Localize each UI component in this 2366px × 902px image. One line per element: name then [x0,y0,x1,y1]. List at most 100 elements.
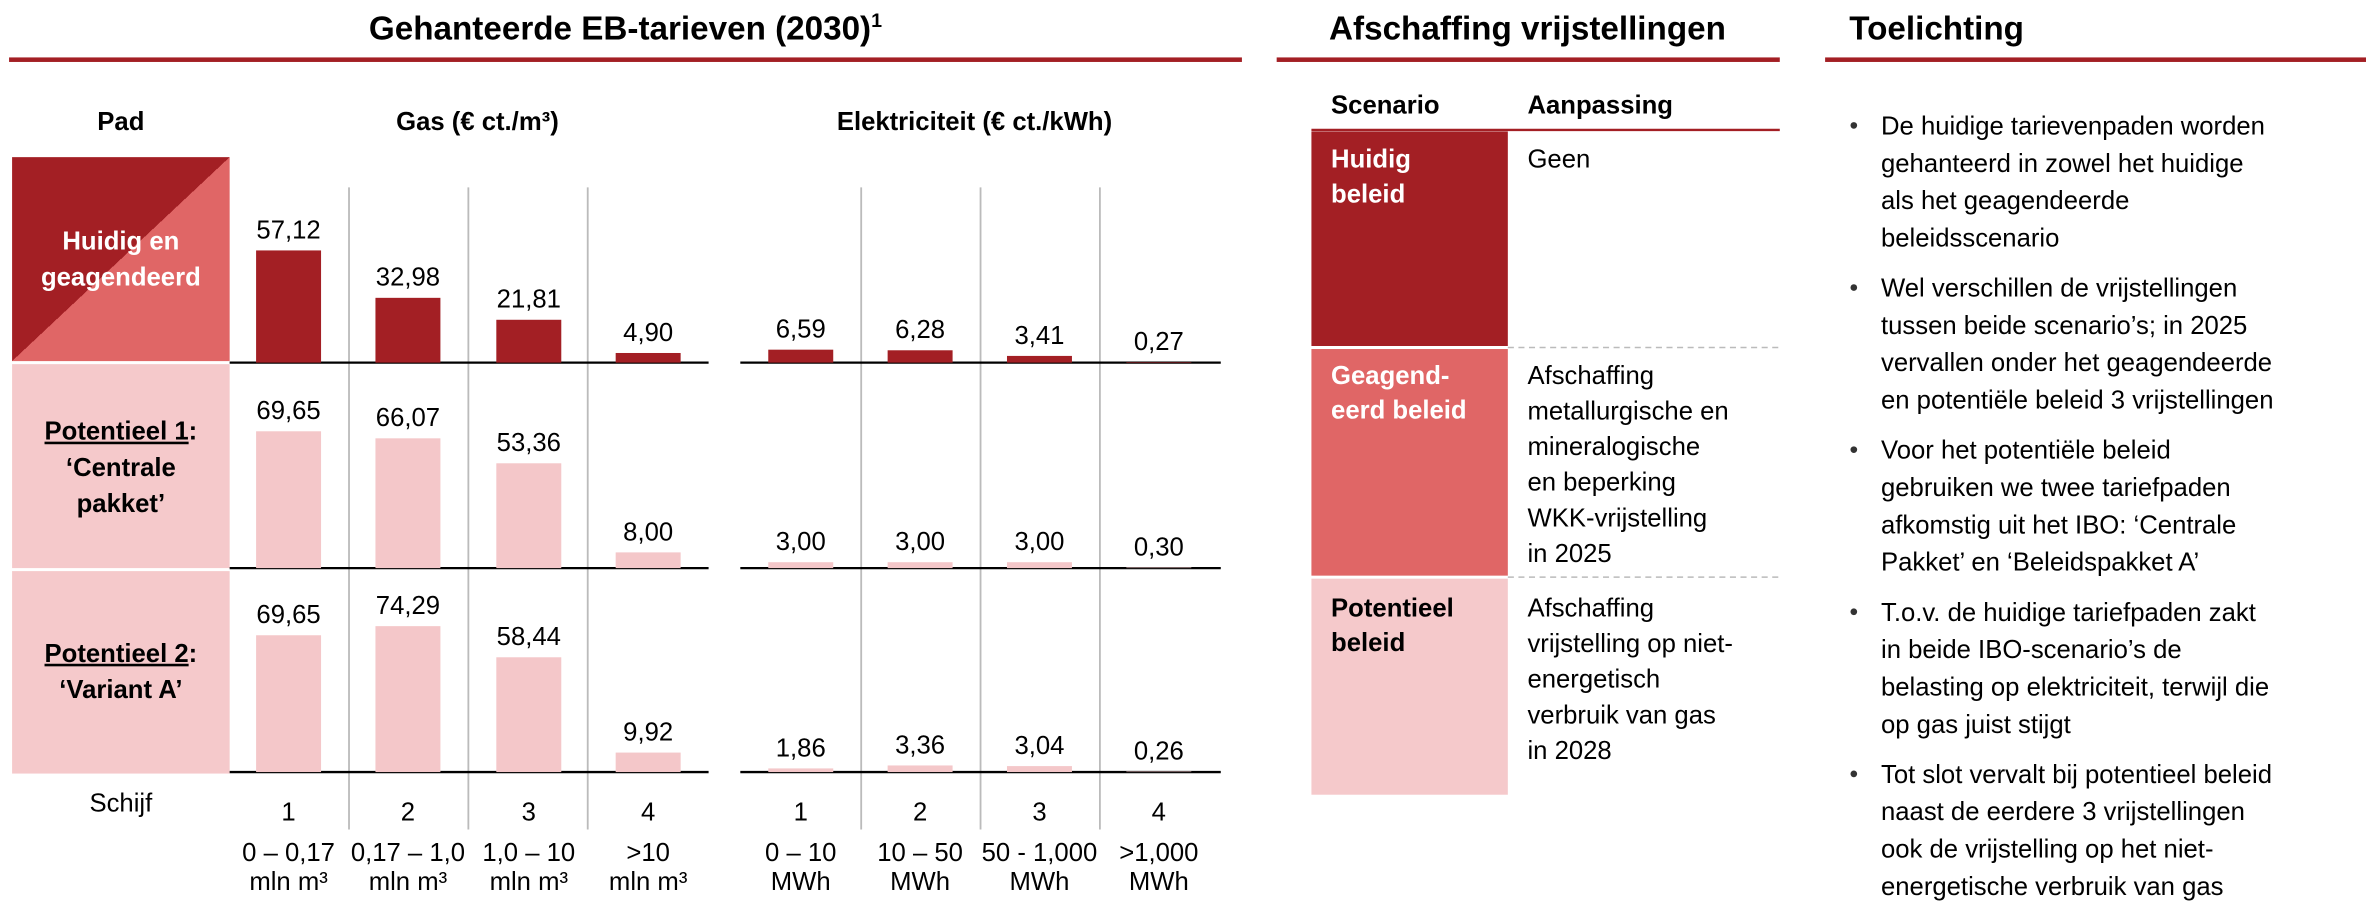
scenario: Potentieel [1331,594,1454,622]
bullet [1850,446,1858,453]
value-label: 0,26 [1134,737,1184,765]
scenario-cell [1311,578,1508,795]
bar [615,752,681,773]
change: WKK-vrijstelling [1527,504,1707,532]
tier-range: >1,000 [1119,839,1198,867]
value-label: 58,44 [497,623,561,651]
tier: 4 [641,798,655,826]
note-line: belasting op elektriciteit, terwijl die [1881,673,2269,701]
value-label: 3,00 [895,528,945,556]
title: Toelichting [1849,10,2024,47]
value-label: 3,04 [1014,732,1064,760]
tier-range: MWh [890,868,950,896]
bar [375,626,441,773]
row-label: geagendeerd [41,264,201,292]
note-line: vervallen onder het geagendeerde [1881,349,2272,377]
tier-range: 50 - 1,000 [982,839,1098,867]
tier: 3 [522,798,536,826]
table-header: Scenario [1331,91,1439,119]
bar [496,657,562,773]
value-label: 74,29 [376,592,440,620]
value-label: 3,00 [776,528,826,556]
note-line: en potentiële beleid 3 vrijstellingen [1881,387,2273,415]
tier: 4 [1152,798,1166,826]
bar [768,349,834,363]
bar [1006,766,1072,773]
row-label: ‘Variant A’ [59,676,182,704]
tier-range: 1,0 – 10 [482,839,575,867]
value-label: 69,65 [256,397,320,425]
title-rule [1825,57,2366,62]
change: Afschaffing [1527,594,1654,622]
title-text: Gehanteerde EB-tarieven (2030) [369,10,871,47]
bullet [1850,770,1858,778]
note-line: naast de eerdere 3 vrijstellingen [1881,798,2245,826]
tier-range: 0 – 10 [765,839,836,867]
tier-range: 10 – 50 [877,839,963,867]
value-label: 53,36 [497,429,561,457]
bar [1006,562,1072,569]
header: Gas (€ ct./m³) [396,108,559,136]
change: in 2028 [1527,737,1611,765]
bar [887,350,953,363]
note-line: Pakket’ en ‘Beleidspakket A’ [1881,549,2199,577]
tier: 2 [913,798,927,826]
note-line: energetische verbruik van gas [1881,873,2223,901]
change: in 2025 [1527,540,1611,568]
scenario: beleid [1331,180,1405,208]
change: mineralogische [1527,433,1700,461]
change: Afschaffing [1527,362,1654,390]
bar [496,319,562,363]
note-line: afkomstig uit het IBO: ‘Centrale [1881,511,2236,539]
value-label: 3,41 [1014,322,1064,350]
bar [615,352,681,363]
title: Gehanteerde EB-tarieven (2030)1 [369,10,882,47]
row-label-bg [12,571,230,774]
row-label-suffix: : [189,640,198,668]
bar [1126,362,1192,363]
value-label: 6,28 [895,316,945,344]
tier-range: 0,17 – 1,0 [351,839,465,867]
scenario-cell [1311,131,1508,346]
note-line: op gas juist stijgt [1881,711,2071,739]
bullet [1850,608,1858,616]
scenario: Huidig [1331,146,1411,174]
tier-label: Schijf [89,789,153,817]
value-label: 21,81 [497,286,561,314]
bar [375,297,441,363]
tier: 1 [794,798,808,826]
title-rule [9,57,1242,62]
value-label: 0,27 [1134,328,1184,356]
bar [1126,771,1192,773]
bar [887,562,953,569]
value-label: 1,86 [776,734,826,762]
tier-range: 0 – 0,17 [242,839,335,867]
note-line: Wel verschillen de vrijstellingen [1881,275,2237,303]
note-line: gebruiken we twee tariefpaden [1881,474,2231,502]
change: metallurgische en [1527,397,1728,425]
change: verbruik van gas [1527,701,1715,729]
bullet [1850,122,1858,129]
bar [887,765,953,773]
row-label: ‘Centrale [66,454,176,482]
value-label: 9,92 [623,718,673,746]
tier-range: mln m³ [490,868,569,896]
note-line: Voor het potentiële beleid [1881,437,2171,465]
bar [1126,567,1192,569]
value-label: 0,30 [1134,533,1184,561]
tier-range: mln m³ [249,868,328,896]
separators [348,187,1101,830]
row-label: Potentieel 1: [45,418,198,446]
title-sup: 1 [871,10,882,32]
tier: 3 [1032,798,1046,826]
bar [496,463,562,569]
row-label-bg [12,157,230,362]
note-line: als het geagendeerde [1881,187,2129,215]
note-line: De huidige tarievenpaden worden [1881,112,2265,140]
bar [256,635,322,773]
note-line: beleidsscenario [1881,224,2059,252]
value-label: 57,12 [256,216,320,244]
title-rule [1276,57,1780,62]
header: Pad [97,108,144,136]
change: en beperking [1527,469,1675,497]
